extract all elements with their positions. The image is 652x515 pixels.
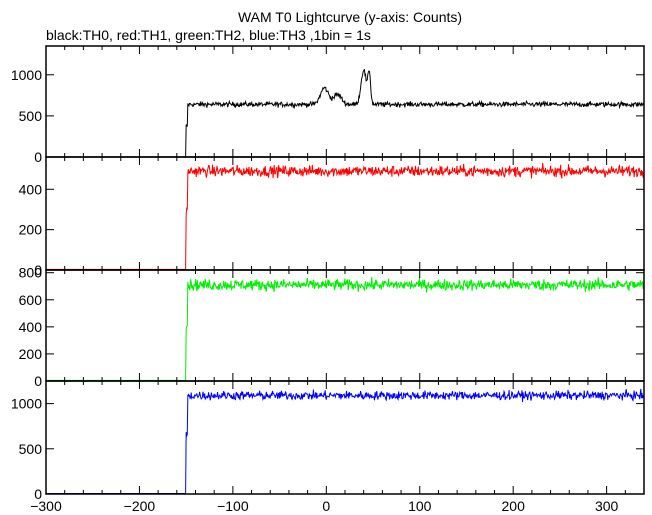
y-tick-label: 1000 [11, 67, 42, 83]
panel-frame [45, 269, 645, 382]
y-tick-label: 500 [19, 108, 43, 124]
y-tick-label: 200 [19, 346, 43, 362]
panel-th2: 0 200 400 600 800 [19, 265, 645, 389]
y-tick-label: 400 [19, 319, 43, 335]
x-tick-label: −300 [30, 498, 62, 514]
x-tick-label: −100 [217, 498, 249, 514]
x-tick-label: 100 [408, 498, 432, 514]
series-line-th1 [46, 162, 644, 270]
y-tick-label: 0 [34, 486, 42, 502]
x-tick-label: 200 [502, 498, 526, 514]
chart-subtitle: black:TH0, red:TH1, green:TH2, blue:TH3 … [46, 27, 371, 43]
series-line-th3 [46, 388, 645, 495]
y-tick-label: 0 [34, 149, 42, 165]
y-tick-label: 400 [19, 181, 43, 197]
panel-th3: 0 500 1000 [11, 380, 645, 502]
y-tick-label: 0 [34, 262, 42, 278]
panel-th1: 0 200 400 [19, 156, 645, 278]
panels: 050010000200400020040060080005001000−300… [11, 45, 645, 514]
y-tick-label: 0 [34, 373, 42, 389]
x-tick-label: −200 [124, 498, 156, 514]
chart-title: WAM T0 Lightcurve (y-axis: Counts) [238, 9, 462, 25]
y-tick-label: 500 [19, 441, 43, 457]
panel-th0: 0 500 1000 [11, 45, 645, 165]
y-tick-label: 800 [19, 265, 43, 281]
series-line-th0 [46, 69, 645, 158]
y-tick-label: 600 [19, 292, 43, 308]
x-tick-label: 300 [595, 498, 619, 514]
y-tick-label: 1000 [11, 396, 42, 412]
y-tick-label: 200 [19, 222, 43, 238]
x-tick-label: 0 [322, 498, 330, 514]
series-line-th2 [46, 276, 645, 381]
